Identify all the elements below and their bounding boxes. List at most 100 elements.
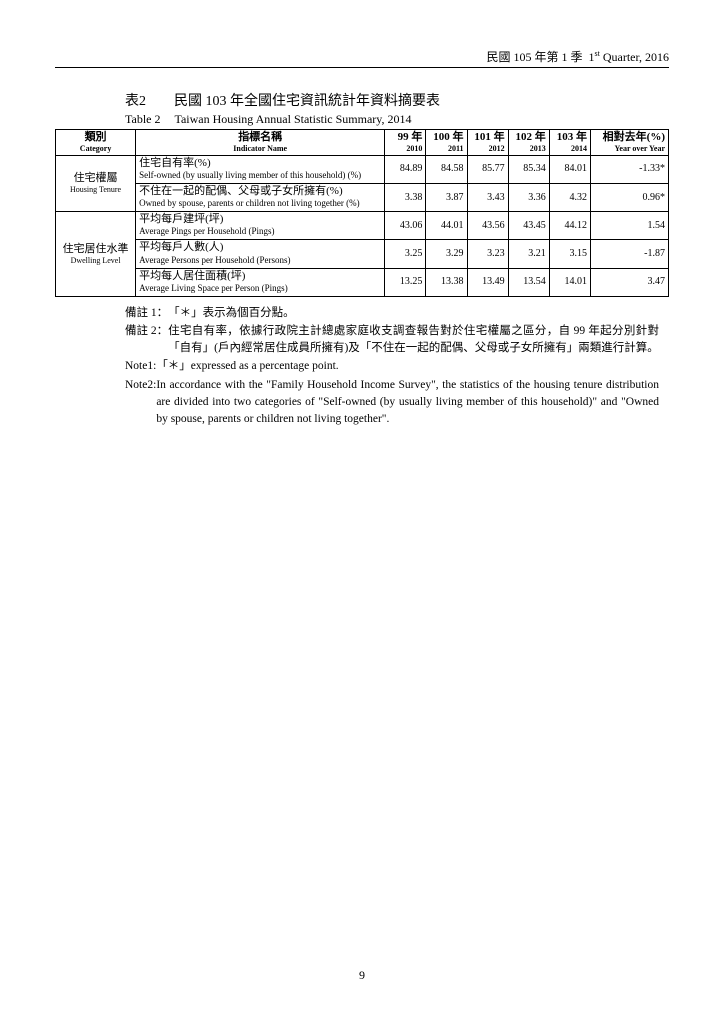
- cell: 13.25: [385, 268, 426, 296]
- note1-en-body: 「＊」expressed as a percentage point.: [156, 358, 659, 375]
- cell: 1.54: [590, 212, 668, 240]
- cell: 13.54: [508, 268, 549, 296]
- th-y101: 101 年 2012: [467, 130, 508, 156]
- cell: 3.25: [385, 240, 426, 268]
- th-y103-en: 2014: [553, 144, 587, 154]
- note1-zh-label: 備註 1：: [125, 305, 168, 322]
- indicator-cell: 平均每戶建坪(坪) Average Pings per Household (P…: [136, 212, 385, 240]
- note2-zh: 備註 2： 住宅自有率，依據行政院主計總處家庭收支調查報告對於住宅權屬之區分，自…: [125, 323, 659, 358]
- indicator-cell: 住宅自有率(%) Self-owned (by usually living m…: [136, 155, 385, 183]
- row0-en: Self-owned (by usually living member of …: [139, 170, 361, 180]
- th-y103-zh: 103 年: [557, 131, 587, 143]
- table-num-en: Table 2: [125, 112, 160, 126]
- cell: 13.38: [426, 268, 467, 296]
- th-yoy: 相對去年(%) Year over Year: [590, 130, 668, 156]
- note2-en: Note2: In accordance with the "Family Ho…: [125, 377, 659, 429]
- note1-en-label: Note1:: [125, 358, 156, 375]
- table-caption-zh: 民國 103 年全國住宅資訊統計年資料摘要表: [174, 94, 440, 109]
- cell: -1.33*: [590, 155, 668, 183]
- cell: 43.45: [508, 212, 549, 240]
- note2-zh-label: 備註 2：: [125, 323, 168, 358]
- cell: 85.34: [508, 155, 549, 183]
- th-y102-en: 2013: [512, 144, 546, 154]
- cell: 84.58: [426, 155, 467, 183]
- cell: 44.12: [549, 212, 590, 240]
- row3-zh: 平均每戶人數(人): [139, 241, 223, 253]
- cell: 3.38: [385, 183, 426, 211]
- table-title-en: Table 2 Taiwan Housing Annual Statistic S…: [125, 112, 669, 127]
- th-yoy-en: Year over Year: [594, 144, 665, 154]
- row1-en: Owned by spouse, parents or children not…: [139, 198, 359, 208]
- cell: -1.87: [590, 240, 668, 268]
- th-category-en: Category: [59, 144, 132, 154]
- cat2-en: Dwelling Level: [59, 256, 132, 266]
- th-y100-zh: 100 年: [433, 131, 463, 143]
- cell: 0.96*: [590, 183, 668, 211]
- table-row: 住宅居住水準 Dwelling Level 平均每戶建坪(坪) Average …: [56, 212, 669, 240]
- table-row: 不住在一起的配偶、父母或子女所擁有(%) Owned by spouse, pa…: [56, 183, 669, 211]
- table-header-row: 類別 Category 指標名稱 Indicator Name 99 年 201…: [56, 130, 669, 156]
- cell: 84.89: [385, 155, 426, 183]
- note2-en-body: In accordance with the "Family Household…: [156, 377, 659, 429]
- page-header: 民國 105 年第 1 季 1st Quarter, 2016: [55, 48, 669, 68]
- cell: 3.15: [549, 240, 590, 268]
- th-yoy-zh: 相對去年(%): [603, 131, 665, 143]
- th-y102-zh: 102 年: [516, 131, 546, 143]
- header-zh: 民國 105 年第 1 季: [486, 50, 582, 64]
- cell: 44.01: [426, 212, 467, 240]
- cell: 3.21: [508, 240, 549, 268]
- row2-en: Average Pings per Household (Pings): [139, 226, 274, 236]
- table-caption-en: Taiwan Housing Annual Statistic Summary,…: [174, 112, 411, 126]
- th-y101-en: 2012: [471, 144, 505, 154]
- note1-zh: 備註 1： 「＊」表示為個百分點。: [125, 305, 659, 322]
- summary-table: 類別 Category 指標名稱 Indicator Name 99 年 201…: [55, 129, 669, 297]
- th-y99-en: 2010: [388, 144, 422, 154]
- page-number: 9: [0, 968, 724, 983]
- cat2-zh: 住宅居住水準: [63, 243, 129, 255]
- th-indicator-zh: 指標名稱: [238, 131, 282, 143]
- cell: 13.49: [467, 268, 508, 296]
- note2-zh-body: 住宅自有率，依據行政院主計總處家庭收支調查報告對於住宅權屬之區分，自 99 年起…: [168, 323, 659, 358]
- table-row: 平均每戶人數(人) Average Persons per Household …: [56, 240, 669, 268]
- cat1-en: Housing Tenure: [59, 185, 132, 195]
- cell: 43.56: [467, 212, 508, 240]
- row4-en: Average Living Space per Person (Pings): [139, 283, 288, 293]
- indicator-cell: 不住在一起的配偶、父母或子女所擁有(%) Owned by spouse, pa…: [136, 183, 385, 211]
- table-num-zh: 表2: [125, 94, 146, 109]
- th-y99-zh: 99 年: [398, 131, 423, 143]
- cell: 85.77: [467, 155, 508, 183]
- cell: 3.29: [426, 240, 467, 268]
- note1-zh-body: 「＊」表示為個百分點。: [168, 305, 659, 322]
- th-y99: 99 年 2010: [385, 130, 426, 156]
- notes: 備註 1： 「＊」表示為個百分點。 備註 2： 住宅自有率，依據行政院主計總處家…: [125, 305, 659, 429]
- cell: 84.01: [549, 155, 590, 183]
- cat1-zh: 住宅權屬: [74, 172, 118, 184]
- row4-zh: 平均每人居住面積(坪): [139, 270, 245, 282]
- th-y103: 103 年 2014: [549, 130, 590, 156]
- cell: 3.23: [467, 240, 508, 268]
- row1-zh: 不住在一起的配偶、父母或子女所擁有(%): [139, 185, 343, 197]
- table-title-zh: 表2 民國 103 年全國住宅資訊統計年資料摘要表: [125, 90, 669, 110]
- cell: 4.32: [549, 183, 590, 211]
- table-row: 平均每人居住面積(坪) Average Living Space per Per…: [56, 268, 669, 296]
- table-row: 住宅權屬 Housing Tenure 住宅自有率(%) Self-owned …: [56, 155, 669, 183]
- cell: 3.87: [426, 183, 467, 211]
- cat-housing-tenure: 住宅權屬 Housing Tenure: [56, 155, 136, 211]
- row0-zh: 住宅自有率(%): [139, 157, 211, 169]
- cat-dwelling-level: 住宅居住水準 Dwelling Level: [56, 212, 136, 297]
- th-indicator: 指標名稱 Indicator Name: [136, 130, 385, 156]
- th-category: 類別 Category: [56, 130, 136, 156]
- th-y100: 100 年 2011: [426, 130, 467, 156]
- th-indicator-en: Indicator Name: [139, 144, 381, 154]
- cell: 43.06: [385, 212, 426, 240]
- th-y101-zh: 101 年: [474, 131, 504, 143]
- cell: 3.47: [590, 268, 668, 296]
- th-category-zh: 類別: [85, 131, 107, 143]
- cell: 3.43: [467, 183, 508, 211]
- indicator-cell: 平均每戶人數(人) Average Persons per Household …: [136, 240, 385, 268]
- row2-zh: 平均每戶建坪(坪): [139, 213, 223, 225]
- indicator-cell: 平均每人居住面積(坪) Average Living Space per Per…: [136, 268, 385, 296]
- header-en-post: Quarter, 2016: [600, 50, 669, 64]
- cell: 14.01: [549, 268, 590, 296]
- th-y102: 102 年 2013: [508, 130, 549, 156]
